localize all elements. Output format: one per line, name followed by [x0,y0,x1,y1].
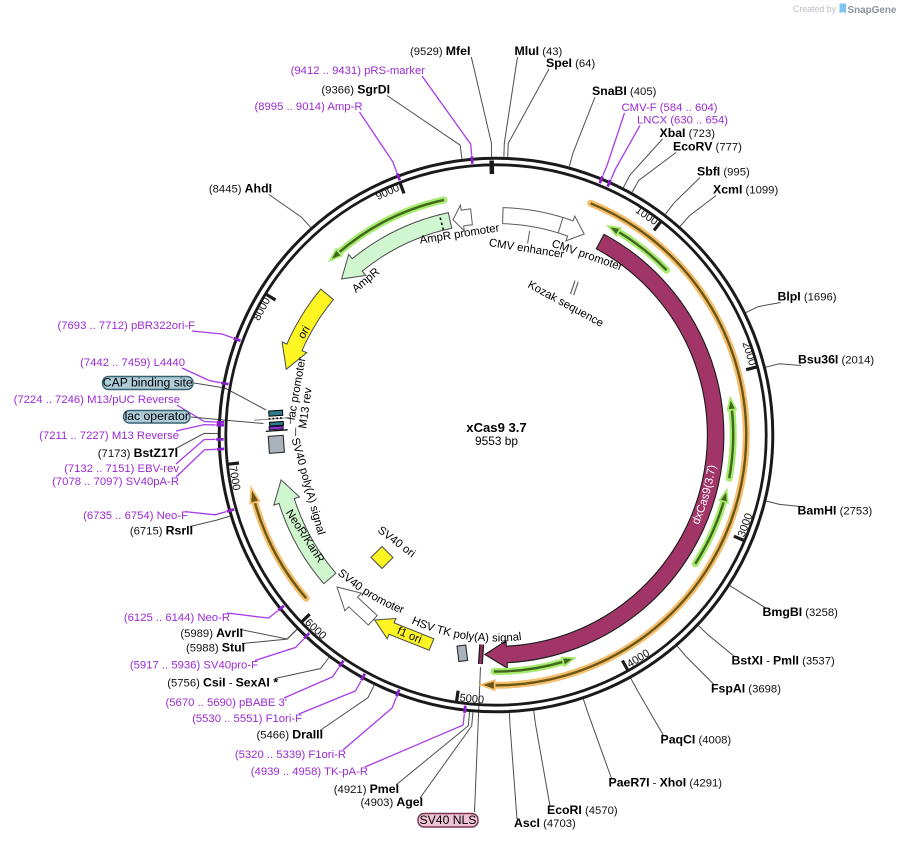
svg-text:(7693 .. 7712) pBR322ori-F: (7693 .. 7712) pBR322ori-F [57,320,195,332]
svg-text:(4939 .. 4958) TK-pA-R: (4939 .. 4958) TK-pA-R [251,766,368,778]
svg-text:XbaI (723): XbaI (723) [660,126,716,140]
svg-text:SnapGene: SnapGene [848,5,897,16]
svg-text:BlpI (1696): BlpI (1696) [778,290,837,304]
svg-text:SbfI (995): SbfI (995) [697,165,750,179]
svg-text:(7224 .. 7246) M13/pUC Revers: (7224 .. 7246) M13/pUC Reverse [14,394,180,406]
svg-text:PaqCI (4008): PaqCI (4008) [661,733,732,747]
svg-text:lac operator: lac operator [125,409,189,423]
svg-text:(5756) CsiI - SexAI *: (5756) CsiI - SexAI * [167,676,278,690]
svg-text:(6715) RsrII: (6715) RsrII [130,524,193,538]
svg-text:Bsu36I (2014): Bsu36I (2014) [798,353,874,367]
svg-text:(5989) AvrII: (5989) AvrII [180,626,243,640]
svg-text:EcoRV (777): EcoRV (777) [673,140,742,154]
svg-text:CMV-F (584 .. 604): CMV-F (584 .. 604) [622,102,718,114]
svg-text:5000: 5000 [459,692,484,706]
svg-text:(4921) PmeI: (4921) PmeI [334,782,399,796]
svg-text:BamHI (2753): BamHI (2753) [798,504,873,518]
svg-text:(7442 .. 7459) L4440: (7442 .. 7459) L4440 [80,357,185,369]
svg-text:SnaBI (405): SnaBI (405) [592,84,657,98]
svg-text:(8445) AhdI: (8445) AhdI [209,182,272,196]
svg-text:(9529) MfeI: (9529) MfeI [410,44,470,58]
svg-text:Created by: Created by [793,4,837,14]
svg-text:(7173) BstZ17I: (7173) BstZ17I [98,446,178,460]
svg-text:(7078 .. 7097) SV40pA-R: (7078 .. 7097) SV40pA-R [52,476,179,488]
svg-text:(5670 .. 5690) pBABE 3': (5670 .. 5690) pBABE 3' [166,697,287,709]
svg-text:BstXI - PmlI (3537): BstXI - PmlI (3537) [732,654,836,668]
svg-text:FspAI (3698): FspAI (3698) [711,682,781,696]
svg-text:(5988) StuI: (5988) StuI [186,641,245,655]
svg-text:xCas9 3.7: xCas9 3.7 [466,420,526,435]
svg-text:(6735 .. 6754) Neo-F: (6735 .. 6754) Neo-F [83,510,188,522]
svg-text:(5466) DraIII: (5466) DraIII [256,728,323,742]
svg-text:XcmI (1099): XcmI (1099) [713,183,778,197]
svg-text:9553 bp: 9553 bp [475,434,518,448]
svg-text:(5320 .. 5339) F1ori-R: (5320 .. 5339) F1ori-R [235,749,346,761]
svg-text:(9412 .. 9431) pRS-marker: (9412 .. 9431) pRS-marker [291,65,426,77]
svg-text:(5530 .. 5551) F1ori-F: (5530 .. 5551) F1ori-F [192,713,302,725]
svg-text:CAP binding site: CAP binding site [103,376,193,390]
svg-text:PaeR7I - XhoI (4291): PaeR7I - XhoI (4291) [609,776,723,790]
svg-text:SV40 NLS: SV40 NLS [420,813,477,827]
svg-text:EcoRI (4570): EcoRI (4570) [547,803,618,817]
svg-text:LNCX (630 .. 654): LNCX (630 .. 654) [637,115,728,127]
svg-text:(6125 .. 6144) Neo-R: (6125 .. 6144) Neo-R [124,612,230,624]
svg-text:AscI (4703): AscI (4703) [514,816,576,830]
svg-text:(7211 .. 7227) M13 Reverse: (7211 .. 7227) M13 Reverse [39,430,179,442]
svg-text:(7132 .. 7151) EBV-rev: (7132 .. 7151) EBV-rev [64,463,179,475]
svg-text:(5917 .. 5936) SV40pro-F: (5917 .. 5936) SV40pro-F [130,660,258,672]
svg-text:BmgBI (3258): BmgBI (3258) [763,605,839,619]
svg-text:(4903) AgeI: (4903) AgeI [361,795,423,809]
svg-text:(9366) SgrDI: (9366) SgrDI [321,83,390,97]
svg-text:SpeI (64): SpeI (64) [546,56,595,70]
svg-text:(8995 .. 9014) Amp-R: (8995 .. 9014) Amp-R [254,101,362,113]
